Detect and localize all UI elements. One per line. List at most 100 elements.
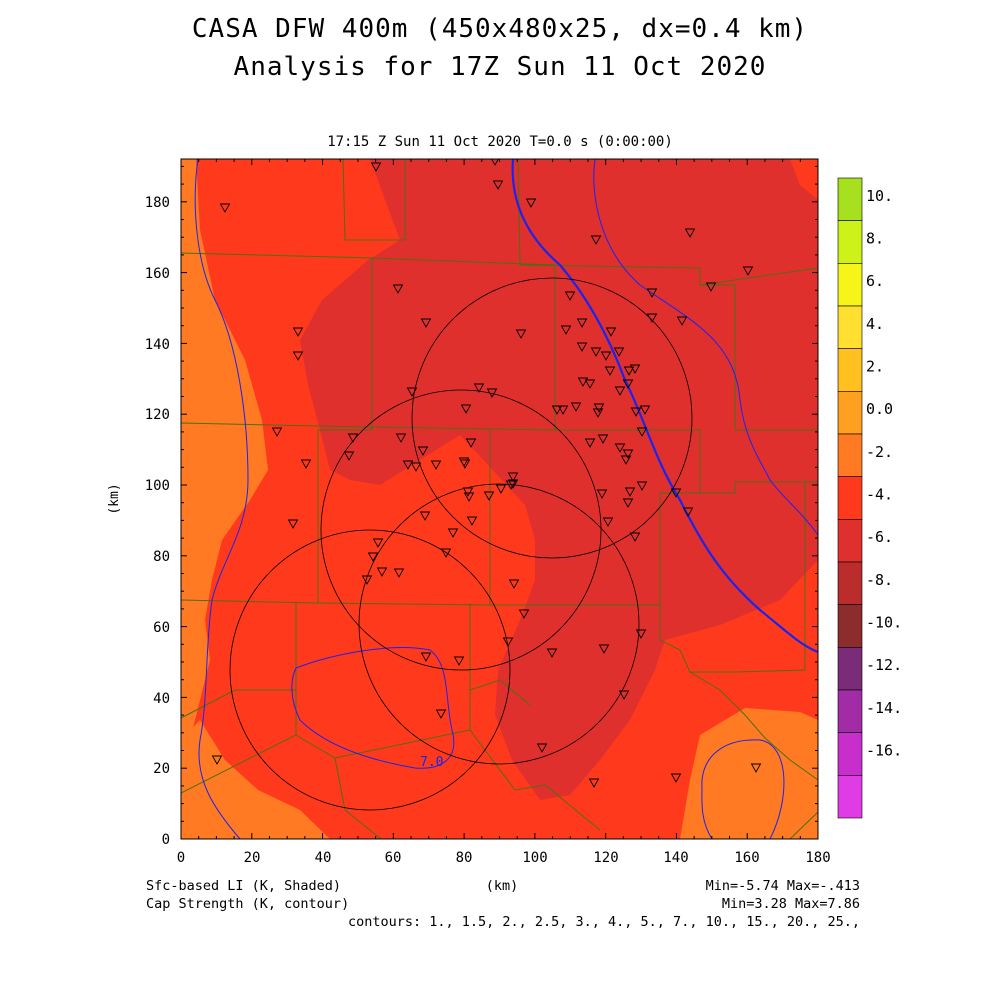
station-marker [515,329,527,339]
station-marker [596,489,608,499]
colorbar-label: -14. [866,699,902,717]
station-marker [491,159,499,166]
li-corner-ne [790,159,818,200]
y-tick-label: 20 [153,761,170,777]
station-marker [395,433,407,443]
radar-ring [229,529,511,811]
station-marker [536,743,548,753]
contour-east [593,159,818,536]
station-marker [419,511,431,521]
y-tick-label: 40 [153,691,170,707]
colorbar-swatch [837,775,863,819]
station-marker [670,773,682,783]
station-marker [750,763,762,773]
station-marker [465,438,477,448]
y-tick-label: 140 [145,337,170,353]
y-tick-label: 0 [162,832,170,848]
station-marker [584,438,596,448]
radar-rings [229,277,693,811]
station-marker [361,575,373,585]
station-marker [560,325,572,335]
colorbar-swatch [837,391,863,435]
station-marker [602,517,614,527]
station-marker [495,484,507,494]
station-marker [271,427,283,437]
station-marker [392,284,404,294]
figure-title: CASA DFW 400m (450x480x25, dx=0.4 km) [191,14,809,44]
y-tick-label: 120 [145,407,170,423]
colorbar-label: -8. [866,571,893,589]
y-tick-label: 80 [153,549,170,565]
station-marker [410,462,422,472]
station-marker [636,427,648,437]
station-marker [635,629,647,639]
station-marker [546,648,558,658]
station-marker [459,459,471,469]
colorbar-swatch [837,476,863,520]
station-marker [460,404,472,414]
station-marker [473,383,485,393]
valid-time-label: 17:15 Z Sun 11 Oct 2020 T=0.0 s (0:00:00… [327,134,673,150]
station-marker [614,443,626,453]
station-marker [622,379,634,389]
station-marker [447,528,459,538]
station-marker [624,487,636,497]
station-marker [620,455,632,465]
station-marker [343,451,355,461]
station-marker [584,379,596,389]
x-tick-label: 20 [244,850,261,866]
station-marker [630,407,642,417]
contour-west [194,159,249,839]
station-marker [507,472,519,482]
footer-shaded-range: Min=-5.74 Max=-.413 [706,878,860,894]
station-marker [483,491,495,501]
station-marker [604,366,616,376]
station-marker [676,316,688,326]
station-marker [292,351,304,361]
station-marker [597,434,609,444]
station-marker [623,366,635,376]
station-marker [646,313,658,323]
colorbar-swatch [837,220,863,264]
station-marker [440,548,452,558]
colorbar-swatch [837,305,863,349]
station-marker [525,198,537,208]
radar-ring [358,483,640,765]
station-marker [505,480,517,490]
station-marker [576,342,588,352]
station-markers [211,159,762,788]
footer-shaded-field: Sfc-based LI (K, Shaded) [146,878,341,894]
station-marker [486,388,498,398]
station-marker [518,609,530,619]
y-tick-label: 160 [145,266,170,282]
station-marker [420,318,432,328]
station-marker [670,488,682,498]
contour-southeast [701,739,785,839]
colorbar-label: 2. [866,357,884,375]
station-marker [639,405,651,415]
x-tick-labels: 0 20 40 60 80 100 120 140 160 180 [177,850,831,866]
colorbar-swatch [837,732,863,776]
colorbar-swatch [837,647,863,691]
station-marker [393,568,405,578]
footer-contour-range: Min=3.28 Max=7.86 [722,896,860,912]
footer-contour-levels: contours: 1., 1.5, 2., 2.5, 3., 4., 5., … [348,914,860,930]
colorbar-swatch [837,561,863,605]
station-marker [629,364,641,374]
station-marker [618,690,630,700]
station-marker [406,387,418,397]
station-marker [376,567,388,577]
station-marker [492,180,504,190]
station-marker [347,433,359,443]
colorbar-label: -12. [866,656,902,674]
station-marker [463,492,475,502]
x-tick-label: 80 [456,850,473,866]
x-tick-label: 160 [734,850,759,866]
figure-subtitle: Analysis for 17Z Sun 11 Oct 2020 [233,52,767,82]
station-marker [636,481,648,491]
station-marker [705,282,717,292]
x-tick-label: 180 [805,850,830,866]
li-shading [181,159,818,839]
colorbar-swatch [837,177,863,221]
x-axis-label: (km) [486,878,519,894]
